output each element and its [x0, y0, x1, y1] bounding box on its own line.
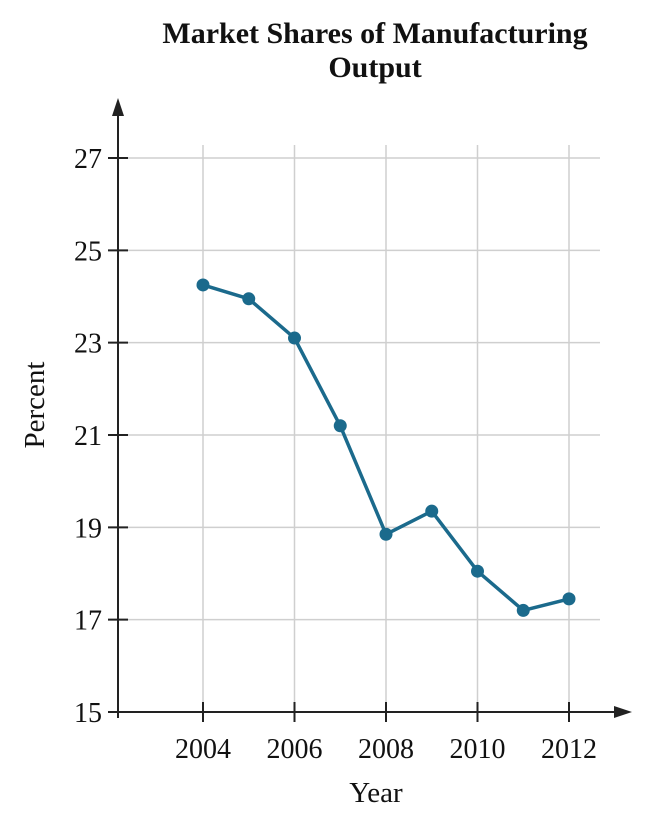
x-tick-label: 2012 — [541, 734, 597, 765]
y-axis-label: Percent — [19, 362, 51, 449]
ticks: 15 17 19 21 23 25 27 2004 2006 2008 2010 2012 — [74, 144, 597, 765]
x-axis-label: Year — [349, 777, 403, 809]
x-tick-label: 2008 — [358, 734, 414, 765]
data-point — [562, 592, 576, 606]
y-tick-label: 23 — [74, 329, 102, 360]
data-point — [516, 603, 530, 617]
series-layer — [196, 278, 576, 617]
grid — [118, 145, 600, 712]
data-point — [242, 292, 256, 306]
y-tick-label: 25 — [74, 236, 102, 267]
x-tick-label: 2004 — [175, 734, 231, 765]
data-point — [333, 419, 347, 433]
y-tick-label: 21 — [74, 421, 102, 452]
x-tick-label: 2010 — [450, 734, 506, 765]
chart-title-line-1: Market Shares of Manufacturing — [162, 17, 587, 50]
x-axis-arrow — [614, 706, 632, 718]
y-axis-arrow — [112, 98, 124, 116]
x-tick-label: 2006 — [267, 734, 323, 765]
data-point — [288, 331, 301, 345]
axes — [108, 98, 632, 718]
data-point — [425, 504, 439, 518]
data-point — [471, 564, 484, 578]
data-point — [379, 527, 393, 541]
chart-title-line-2: Output — [328, 51, 421, 84]
y-tick-label: 15 — [74, 698, 102, 729]
y-tick-label: 17 — [74, 606, 102, 637]
y-tick-label: 27 — [74, 144, 102, 175]
y-tick-label: 19 — [74, 513, 102, 544]
data-point — [196, 278, 210, 292]
